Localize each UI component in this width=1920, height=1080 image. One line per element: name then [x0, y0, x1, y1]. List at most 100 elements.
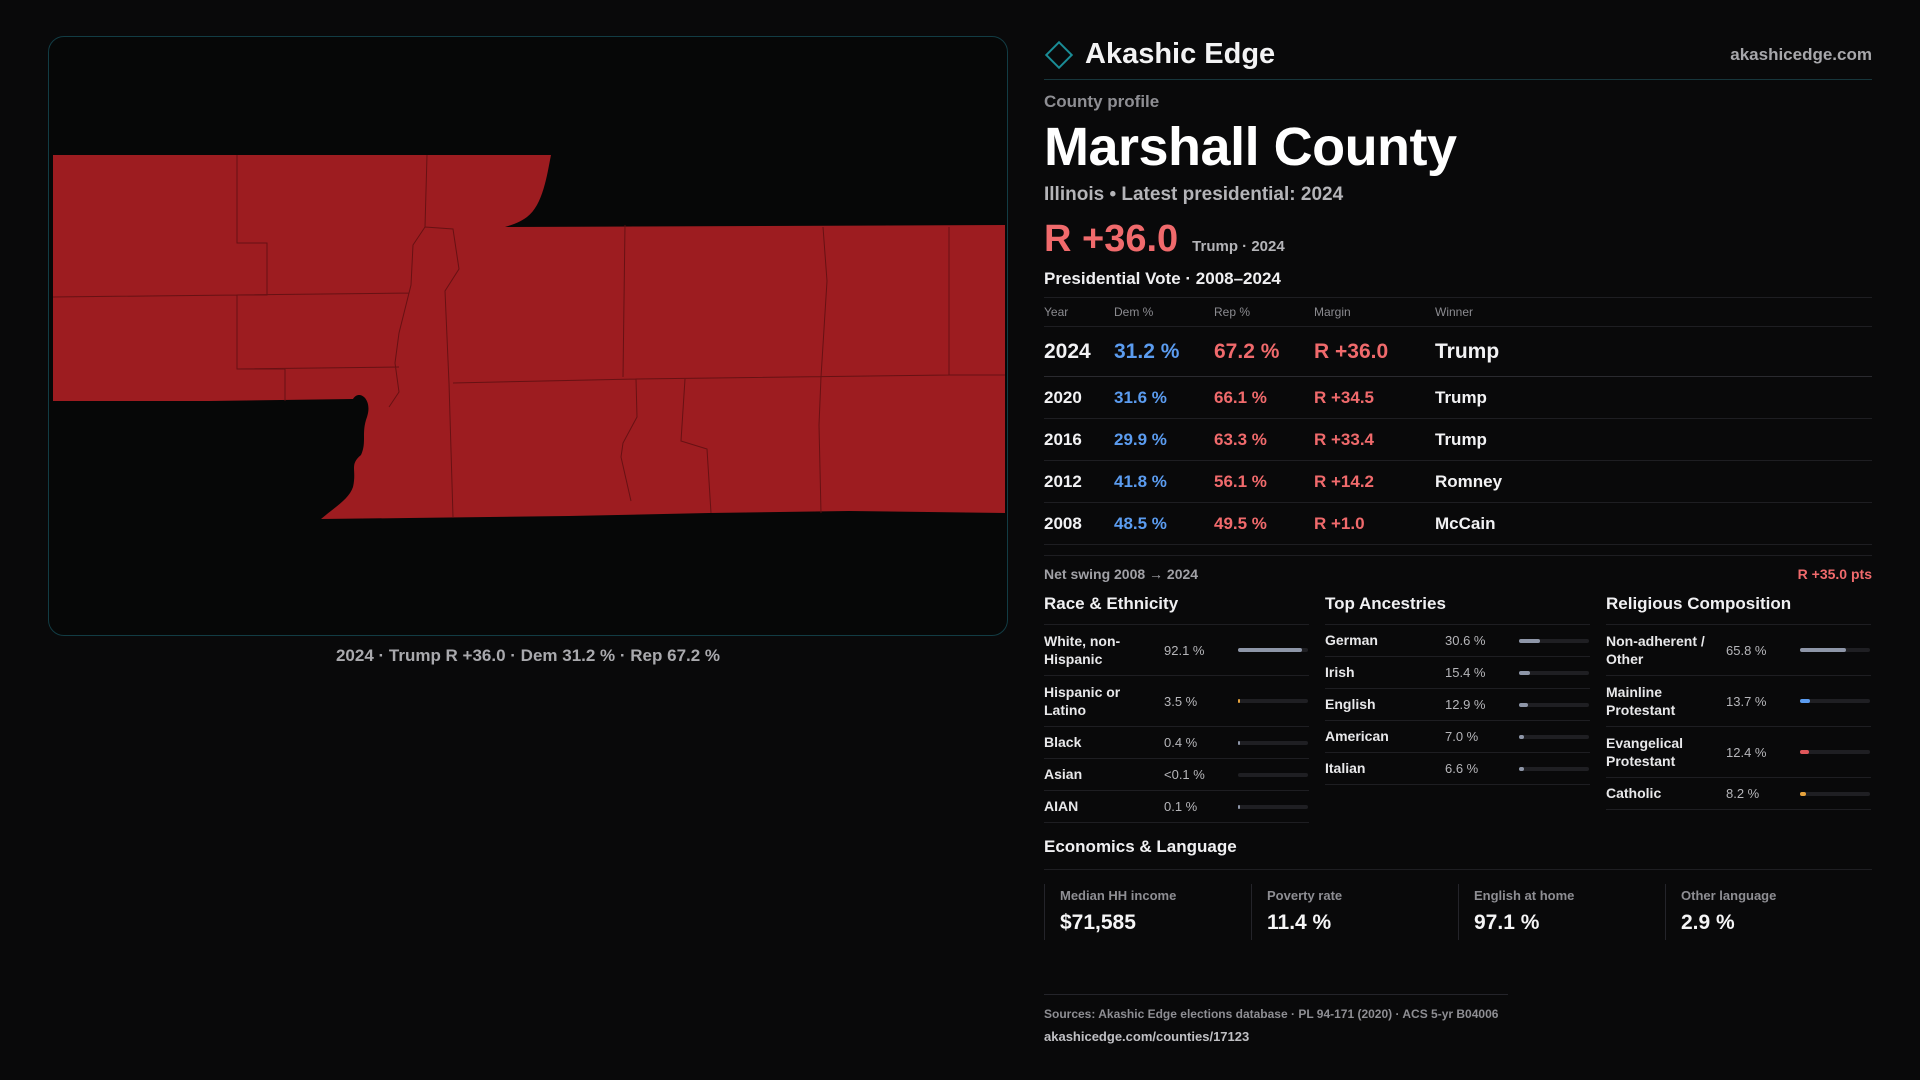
- header-year: Year: [1044, 297, 1114, 327]
- cell-dem: 31.2 %: [1114, 326, 1214, 377]
- bar-fill: [1519, 702, 1529, 707]
- stat-card: Median HH income $71,585: [1044, 884, 1251, 940]
- cell-winner: Trump: [1435, 418, 1872, 461]
- bar-track: [1238, 740, 1308, 745]
- table-row[interactable]: 2016 29.9 % 63.3 % R +33.4 Trump: [1044, 418, 1872, 461]
- cell-year: 2016: [1044, 418, 1114, 461]
- presidential-vote-table: Year Dem % Rep % Margin Winner 2024 31.2 …: [1044, 297, 1872, 545]
- list-item: Catholic 8.2 %: [1606, 778, 1871, 810]
- item-value: 12.4 %: [1726, 744, 1767, 760]
- item-value: 3.5 %: [1164, 693, 1198, 709]
- cell-margin: R +1.0: [1314, 502, 1435, 545]
- item-value: 92.1 %: [1164, 642, 1205, 658]
- list-item: English 12.9 %: [1325, 689, 1590, 721]
- header-rep: Rep %: [1214, 297, 1314, 327]
- profile-eyebrow: County profile: [1044, 92, 1160, 111]
- item-value: 0.4 %: [1164, 735, 1198, 750]
- list-item: Evangelical Protestant 12.4 %: [1606, 727, 1871, 778]
- list-item: Black 0.4 %: [1044, 727, 1309, 759]
- table-row[interactable]: 2020 31.6 % 66.1 % R +34.5 Trump: [1044, 376, 1872, 419]
- headline-margin: R +36.0: [1044, 218, 1179, 260]
- county-map-panel[interactable]: [48, 36, 1008, 636]
- list-item: Non-adherent / Other 65.8 %: [1606, 625, 1871, 676]
- cell-year: 2012: [1044, 460, 1114, 503]
- list-item: White, non-Hispanic 92.1 %: [1044, 625, 1309, 676]
- list-item: AIAN 0.1 %: [1044, 791, 1309, 823]
- item-value: 12.9 %: [1445, 697, 1486, 712]
- net-swing: Net swing 2008 → 2024 R +35.0 pts: [1044, 555, 1872, 582]
- cell-rep: 49.5 %: [1214, 502, 1314, 545]
- brand-url-link[interactable]: akashicedge.com: [1730, 44, 1872, 64]
- cell-margin: R +36.0: [1314, 326, 1435, 377]
- bar-track: [1238, 772, 1308, 777]
- cell-margin: R +33.4: [1314, 418, 1435, 461]
- stat-value: $71,585: [1060, 911, 1136, 934]
- item-name: AIAN: [1044, 798, 1079, 815]
- item-value: 0.1 %: [1164, 799, 1198, 814]
- bar-fill: [1238, 804, 1240, 809]
- demographics-grid: Race & Ethnicity White, non-Hispanic 92.1…: [1044, 594, 1872, 823]
- table-row[interactable]: 2012 41.8 % 56.1 % R +14.2 Romney: [1044, 460, 1872, 503]
- race-ethnicity-section: Race & Ethnicity White, non-Hispanic 92.1…: [1044, 594, 1309, 823]
- cell-winner: Trump: [1435, 376, 1872, 419]
- cell-year: 2020: [1044, 376, 1114, 419]
- bar-fill: [1800, 699, 1810, 703]
- item-value: 8.2 %: [1726, 786, 1760, 801]
- bar-track: [1800, 791, 1870, 796]
- map-caption: 2024 · Trump R +36.0 · Dem 31.2 % · Rep …: [335, 646, 721, 665]
- net-swing-value: R +35.0 pts: [1797, 566, 1872, 582]
- list-item: American 7.0 %: [1325, 721, 1590, 753]
- bar-fill: [1238, 740, 1240, 745]
- item-value: 65.8 %: [1726, 642, 1767, 658]
- votes-section-title: Presidential Vote · 2008–2024: [1044, 269, 1281, 288]
- bar-track: [1238, 648, 1308, 652]
- stat-card: English at home 97.1 %: [1458, 884, 1665, 940]
- stat-value: 97.1 %: [1474, 911, 1540, 934]
- diamond-logo-icon: [1044, 40, 1074, 69]
- list-item: Mainline Protestant 13.7 %: [1606, 676, 1871, 727]
- item-name: Irish: [1325, 664, 1355, 681]
- county-shape[interactable]: [53, 155, 1005, 519]
- item-name: Black: [1044, 734, 1082, 751]
- item-name: Evangelical Protestant: [1606, 734, 1684, 769]
- list-item: Irish 15.4 %: [1325, 657, 1590, 689]
- item-name: Mainline Protestant: [1606, 683, 1676, 718]
- stat-value: 2.9 %: [1681, 911, 1735, 934]
- county-profile-panel: Akashic Edge akashicedge.com County prof…: [1044, 30, 1872, 940]
- page-title: Marshall County: [1044, 117, 1457, 177]
- cell-dem: 41.8 %: [1114, 460, 1214, 503]
- bar-fill: [1238, 699, 1241, 703]
- header-dem: Dem %: [1114, 297, 1214, 327]
- bar-track: [1519, 702, 1589, 707]
- cell-dem: 48.5 %: [1114, 502, 1214, 545]
- item-name: German: [1325, 632, 1378, 649]
- stat-label: Other language: [1681, 888, 1777, 903]
- table-row[interactable]: 2008 48.5 % 49.5 % R +1.0 McCain: [1044, 502, 1872, 545]
- ancestry-section: Top Ancestries German 30.6 % Irish 15.4 % En…: [1325, 594, 1590, 823]
- brand[interactable]: Akashic Edge: [1044, 38, 1275, 71]
- stat-card: Poverty rate 11.4 %: [1251, 884, 1458, 940]
- sources-url-link[interactable]: akashicedge.com/counties/17123: [1044, 1029, 1250, 1044]
- ancestry-title: Top Ancestries: [1325, 594, 1590, 625]
- sources-footer: Sources: Akashic Edge elections database…: [1044, 994, 1508, 1044]
- bar-fill: [1800, 648, 1847, 652]
- cell-winner: McCain: [1435, 502, 1872, 545]
- table-row[interactable]: 2024 31.2 % 67.2 % R +36.0 Trump: [1044, 326, 1872, 377]
- item-name: Hispanic or Latino: [1044, 683, 1121, 718]
- economics-title: Economics & Language: [1044, 837, 1872, 870]
- item-name: American: [1325, 728, 1389, 745]
- cell-rep: 63.3 %: [1214, 418, 1314, 461]
- item-value: 30.6 %: [1445, 633, 1486, 648]
- bar-fill: [1519, 638, 1541, 643]
- bar-fill: [1800, 750, 1809, 754]
- brand-header: Akashic Edge akashicedge.com: [1044, 30, 1872, 80]
- item-value: 6.6 %: [1445, 761, 1479, 776]
- list-item: Hispanic or Latino 3.5 %: [1044, 676, 1309, 727]
- bar-fill: [1519, 734, 1524, 739]
- cell-margin: R +34.5: [1314, 376, 1435, 419]
- item-name: White, non-Hispanic: [1044, 632, 1121, 667]
- item-name: Non-adherent / Other: [1606, 632, 1705, 667]
- bar-track: [1519, 734, 1589, 739]
- item-name: English: [1325, 696, 1376, 713]
- bar-fill: [1519, 766, 1524, 771]
